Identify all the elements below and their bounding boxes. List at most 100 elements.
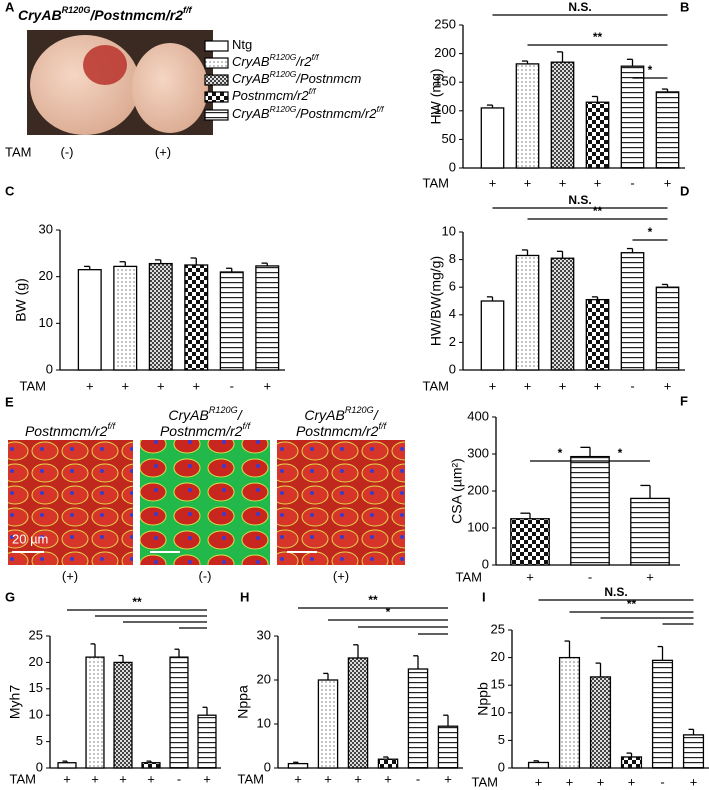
bar — [620, 65, 645, 169]
text-part: / — [237, 407, 244, 423]
condition: (+) — [155, 144, 171, 159]
significance-label: ** — [132, 595, 142, 609]
x-tick-label: - — [177, 771, 181, 786]
bar — [589, 676, 612, 769]
panel-label: E — [5, 394, 14, 409]
y-tick-label: 150 — [434, 74, 456, 89]
significance-label: ** — [593, 204, 603, 218]
y-tick-label: 6 — [449, 279, 456, 294]
x-tick-label: + — [444, 771, 452, 786]
heart — [132, 43, 208, 133]
legend-label: CryABR120G/Postnmcm/r2f/f — [232, 104, 385, 121]
x-tick-label: + — [597, 774, 605, 789]
x-axis-label: TAM — [423, 175, 449, 190]
x-tick-label: + — [524, 378, 532, 393]
y-tick-label: 100 — [467, 519, 489, 534]
y-tick-label: 4 — [449, 306, 456, 321]
superscript: f/f — [311, 52, 320, 62]
y-tick-label: 25 — [29, 627, 43, 642]
legend-swatch — [204, 91, 229, 103]
y-tick-label: 20 — [491, 649, 505, 664]
tam-label: TAM — [5, 144, 31, 159]
superscript: f/f — [309, 86, 318, 96]
x-tick-label: + — [535, 774, 543, 789]
y-axis-label: Myh7 — [7, 685, 23, 719]
superscript: f/f — [378, 421, 387, 431]
superscript: R120G — [62, 5, 91, 15]
bar — [682, 734, 705, 769]
x-tick-label: + — [489, 175, 497, 190]
text-part: CryAB — [304, 407, 344, 423]
text-part: Postnmcm/r2 — [232, 88, 309, 103]
y-axis-label: HW/BW(mg/g) — [428, 256, 444, 346]
bar — [620, 252, 645, 371]
panel-label: I — [482, 589, 486, 604]
significance-label: N.S. — [604, 585, 627, 599]
x-tick-label: + — [192, 378, 200, 393]
micrograph — [140, 440, 270, 565]
bar — [437, 725, 459, 769]
bar — [585, 298, 610, 371]
bar — [113, 661, 133, 769]
x-tick-label: - — [416, 771, 420, 786]
superscript: f/f — [242, 421, 251, 431]
x-tick-label: + — [91, 771, 99, 786]
y-tick-label: 200 — [434, 45, 456, 60]
bar — [480, 107, 505, 169]
legend-swatch — [204, 57, 229, 69]
x-tick-label: + — [63, 771, 71, 786]
bar — [550, 61, 575, 169]
bar — [255, 265, 280, 371]
y-tick-label: 8 — [449, 251, 456, 266]
bar — [651, 659, 674, 769]
y-tick-label: 0 — [46, 361, 53, 376]
bar — [407, 668, 429, 769]
x-tick-label: - — [230, 378, 234, 393]
y-tick-label: 30 — [39, 221, 53, 236]
bar — [148, 262, 173, 371]
text-part: CryAB — [232, 71, 270, 86]
x-tick-label: + — [263, 378, 271, 393]
bar — [570, 455, 610, 566]
y-tick-label: 10 — [257, 715, 271, 730]
text-part: /Postnmcm — [295, 71, 361, 86]
x-tick-label: + — [324, 771, 332, 786]
x-tick-label: + — [526, 569, 534, 584]
significance-label: * — [386, 605, 391, 619]
y-tick-label: 0 — [482, 556, 489, 571]
significance-label: ** — [593, 30, 603, 44]
significance-label: ** — [627, 597, 637, 611]
y-tick-label: 25 — [491, 621, 505, 636]
y-tick-label: 20 — [29, 654, 43, 669]
bar — [141, 762, 161, 769]
y-tick-label: 2 — [449, 334, 456, 349]
y-tick-label: 400 — [467, 408, 489, 423]
bar — [515, 254, 540, 371]
bar — [57, 762, 77, 769]
significance-label: * — [558, 446, 563, 460]
superscript: f/f — [183, 5, 193, 15]
image-caption: CryABR120G/ — [168, 405, 243, 422]
condition: (-) — [61, 144, 74, 159]
image-condition: (+) — [62, 568, 78, 583]
x-tick-label: + — [628, 774, 636, 789]
bar — [197, 714, 217, 769]
superscript: R120G — [345, 405, 374, 415]
x-axis-label: TAM — [423, 378, 449, 393]
y-tick-label: 15 — [491, 677, 505, 692]
x-tick-label: + — [121, 378, 129, 393]
bar — [620, 756, 643, 769]
y-axis-label: HW (mg) — [428, 69, 444, 125]
image-caption: CryABR120G/ — [304, 405, 379, 422]
text-part: CryAB — [18, 7, 62, 23]
x-tick-label: + — [354, 771, 362, 786]
x-tick-label: + — [646, 569, 654, 584]
x-tick-label: + — [384, 771, 392, 786]
significance-label: * — [648, 63, 653, 77]
y-tick-label: 100 — [434, 102, 456, 117]
scale-bar-label: 20 µm — [12, 531, 48, 546]
significance-label: * — [618, 446, 623, 460]
image-caption: Postnmcm/r2f/f — [296, 421, 388, 438]
x-tick-label: + — [690, 774, 698, 789]
